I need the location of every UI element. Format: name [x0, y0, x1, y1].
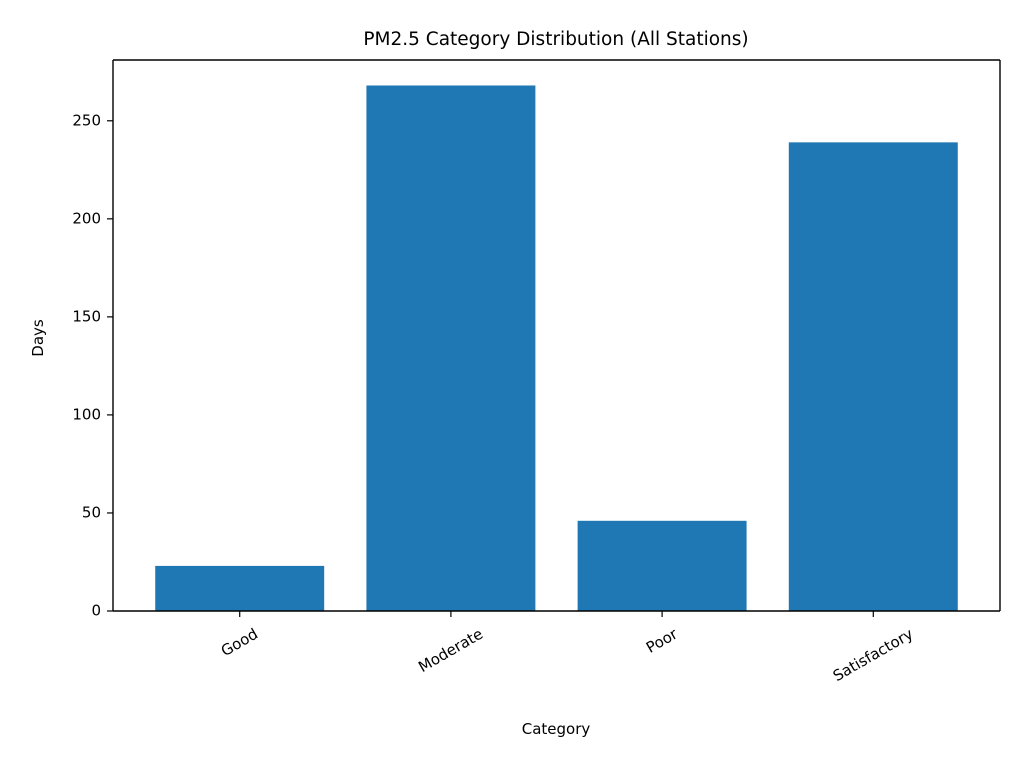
- y-tick-label-100: 100: [72, 405, 101, 423]
- chart-title: PM2.5 Category Distribution (All Station…: [363, 29, 748, 50]
- bar-good: [155, 565, 325, 611]
- y-tick-label-200: 200: [72, 209, 101, 227]
- y-axis: 0 50 100 150 200 250: [72, 111, 113, 620]
- y-tick-label-50: 50: [82, 503, 101, 521]
- y-tick-label-0: 0: [91, 602, 101, 620]
- bar-satisfactory: [788, 142, 958, 611]
- x-tick-label-good: Good: [218, 625, 261, 660]
- y-axis-label: Days: [29, 319, 47, 357]
- y-tick-label-250: 250: [72, 111, 101, 129]
- bar-moderate: [366, 85, 536, 612]
- x-tick-label-poor: Poor: [643, 624, 681, 657]
- x-tick-label-moderate: Moderate: [415, 625, 486, 676]
- x-axis: Good Moderate Poor Satisfactory: [218, 611, 916, 685]
- bar-poor: [577, 520, 747, 611]
- bars-layer: [112, 59, 1001, 612]
- y-tick-label-150: 150: [72, 307, 101, 325]
- x-axis-label: Category: [522, 720, 591, 738]
- x-tick-label-satisfactory: Satisfactory: [830, 625, 917, 685]
